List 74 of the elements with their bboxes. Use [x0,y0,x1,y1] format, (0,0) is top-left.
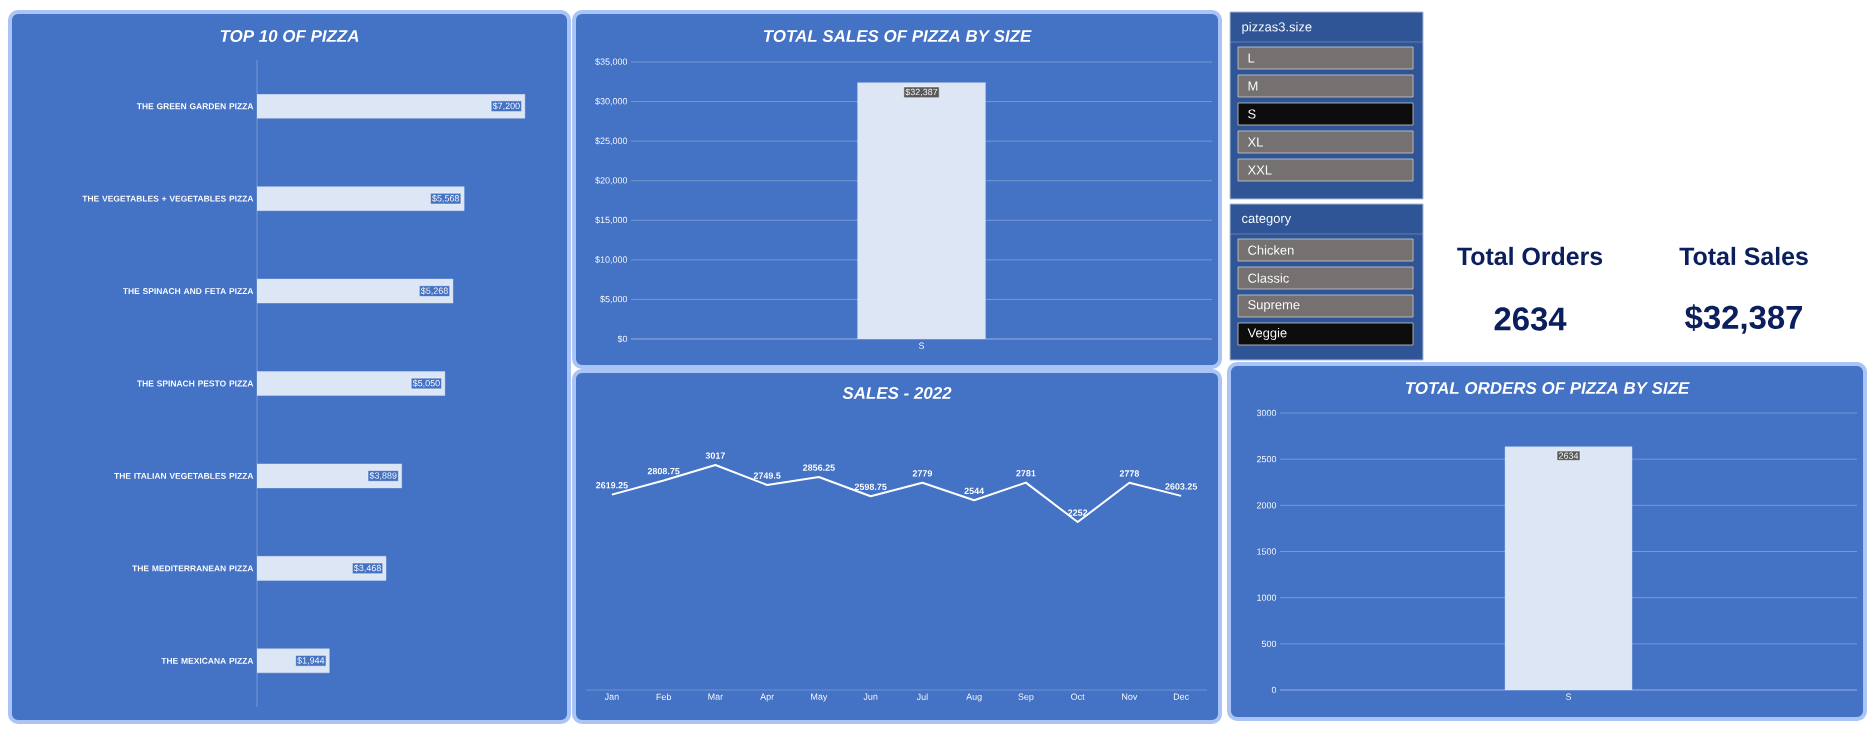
text: 2634 [1494,307,1567,331]
y-tick-label: 2000 [1257,502,1277,509]
data-label: 2749.5 [753,472,781,479]
y-tick-label: $10,000 [595,255,628,264]
category-label: Classic [1248,273,1289,283]
y-tick-label: $0 [617,335,628,343]
category-label: Veggie [1247,327,1287,341]
y-tick-label: $20,000 [595,176,628,185]
data-label: 3017 [705,452,725,459]
text: Total Sales [1679,246,1808,266]
data-label: 2619.25 [595,482,628,489]
y-tick-label: 1000 [1257,594,1277,601]
category-label: Chicken [1248,245,1294,255]
x-tick-label: Aug [966,693,982,702]
x-tick-label: May [811,693,828,702]
x-tick-label: Nov [1122,693,1138,700]
y-tick-label: THE SPINACH AND FETA PIZZA [122,288,254,295]
data-label: 2598.75 [854,483,887,490]
data-label: 2634 [1559,452,1579,459]
x-tick-label: Mar [708,693,723,700]
x-tick-label: Sep [1018,693,1034,702]
y-tick-label: $25,000 [595,137,628,146]
data-label: $5,268 [420,287,448,295]
category-label: XXL [1247,165,1272,175]
y-tick-label: $5,000 [600,295,628,304]
y-tick-label: $15,000 [595,216,628,225]
chart-title: TOTAL SALES OF PIZZA BY SIZE [763,29,1032,42]
data-label: 2544 [964,487,985,495]
chart-title: TOTAL ORDERS OF PIZZA BY SIZE [1405,382,1690,394]
x-tick-label: Jan [604,693,619,700]
data-label: 2603.25 [1165,483,1198,490]
x-tick-label: Dec [1173,693,1189,700]
data-label: 2856.25 [802,464,835,471]
category-label: XL [1247,137,1263,147]
x-tick-label: Apr [760,693,774,702]
category-label: Supreme [1248,300,1300,312]
x-tick-label: Jun [863,693,878,700]
category-label: L [1248,53,1255,63]
chart-title: SALES - 2022 [842,387,952,399]
y-tick-label: THE MEXICANA PIZZA [161,657,254,664]
data-label: $7,200 [492,102,520,111]
x-tick-label: Oct [1071,693,1085,700]
y-tick-label: $30,000 [595,97,628,106]
data-label: $1,944 [297,656,325,665]
chart-title: TOP 10 OF PIZZA [220,29,359,42]
y-tick-label: THE MEDITERRANEAN PIZZA [132,565,254,572]
data-label: 2779 [912,470,933,477]
data-label: 2808.75 [647,467,680,475]
text: $32,387 [1685,304,1802,334]
text: category [1242,214,1292,226]
text: Total Orders [1457,246,1603,266]
y-tick-label: THE GREEN GARDEN PIZZA [136,103,254,110]
y-tick-label: 2500 [1257,455,1277,463]
x-tick-label: Jul [916,693,928,701]
y-tick-label: THE SPINACH PESTO PIZZA [137,380,254,387]
y-tick-label: 1500 [1257,548,1277,555]
category-label: M [1248,81,1258,91]
y-tick-label: $35,000 [595,58,628,66]
y-tick-label: THE ITALIAN VEGETABLES PIZZA [114,472,254,479]
data-label: $5,568 [432,194,459,203]
data-label: 2778 [1119,470,1140,477]
y-tick-label: 3000 [1256,409,1277,417]
category-label: S [1248,109,1256,119]
y-tick-label: 0 [1271,686,1277,694]
x-tick-label: Feb [656,693,671,701]
data-label: $5,050 [412,379,440,388]
data-label: $32,387 [905,88,938,97]
data-label: 2781 [1016,470,1036,477]
x-tick-label: S [1565,693,1572,700]
y-tick-label: 500 [1261,640,1277,648]
data-label: $3,468 [353,564,381,573]
y-tick-label: THE VEGETABLES + VEGETABLES PIZZA [82,195,254,202]
data-label: $3,889 [369,472,397,480]
text: pizzas3.size [1242,21,1312,35]
